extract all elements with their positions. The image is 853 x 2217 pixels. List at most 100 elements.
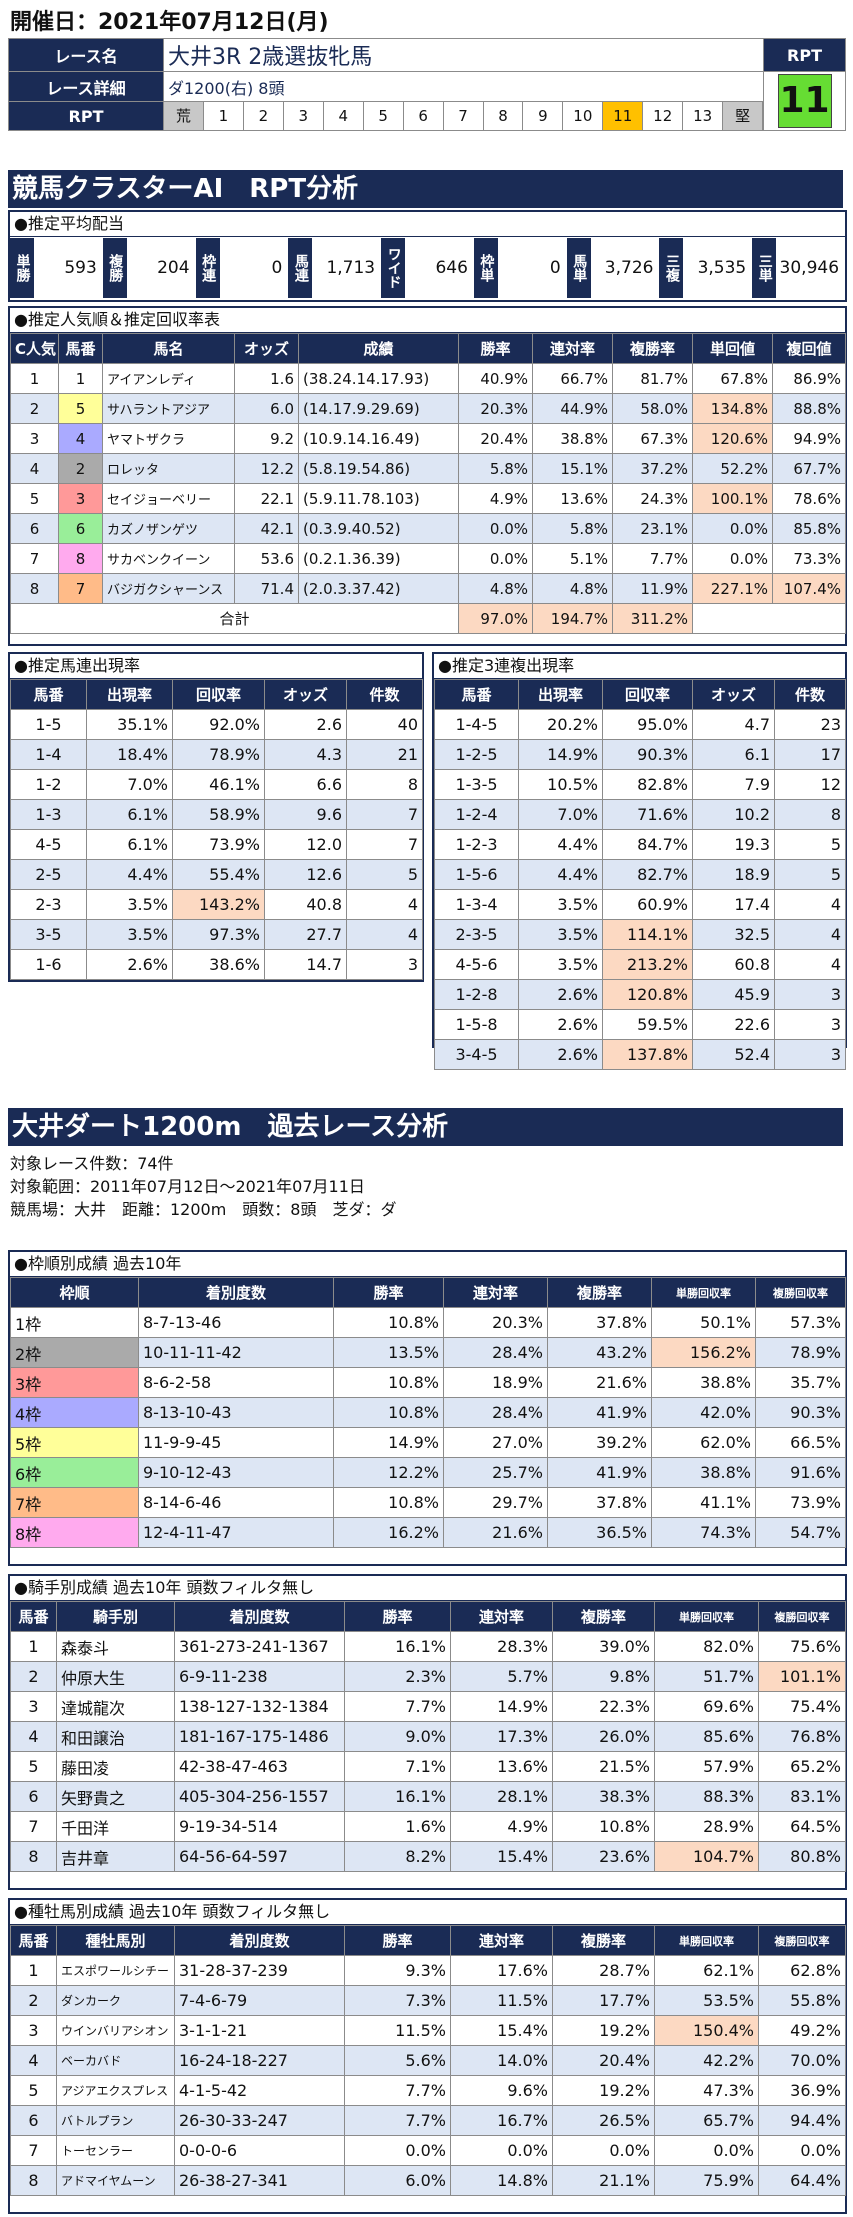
column-header: 連対率 bbox=[443, 1277, 548, 1308]
table-cell: 137.8% bbox=[602, 1039, 693, 1070]
table-cell: 28.3% bbox=[450, 1631, 553, 1662]
table-cell: 1-3 bbox=[10, 799, 87, 830]
table-cell: サカベンクイーン bbox=[102, 543, 235, 574]
table-cell: (2.0.3.37.42) bbox=[298, 573, 459, 604]
column-header: 単勝回収率 bbox=[654, 1601, 759, 1632]
table-cell: 62.0% bbox=[651, 1427, 756, 1458]
payout-value: 593 bbox=[64, 258, 97, 278]
table-cell: 2.6% bbox=[518, 1039, 603, 1070]
table-cell: ヤマトザクラ bbox=[102, 423, 235, 454]
table-cell: 1.6 bbox=[234, 363, 299, 394]
table-cell: 53.6 bbox=[234, 543, 299, 574]
table-cell: 28.7% bbox=[552, 1955, 655, 1986]
table-cell: 7 bbox=[10, 543, 59, 574]
table-cell: アジアエクスプレス bbox=[56, 2075, 175, 2106]
table-cell: 38.3% bbox=[552, 1781, 655, 1812]
table-cell: ロレッタ bbox=[102, 453, 235, 484]
table-cell: 5 bbox=[346, 859, 423, 890]
table-cell: 9-19-34-514 bbox=[174, 1811, 345, 1842]
table-cell: 11.9% bbox=[612, 573, 693, 604]
column-header: オッズ bbox=[692, 679, 775, 710]
table-cell: 19.2% bbox=[552, 2015, 655, 2046]
table-cell: 41.9% bbox=[547, 1397, 652, 1428]
table-cell: 11.5% bbox=[344, 2015, 451, 2046]
table-cell: 9.6 bbox=[264, 799, 347, 830]
table-cell: 1-3-5 bbox=[434, 769, 519, 800]
race-info-table: レース名 大井3R 2歳選抜牝馬 RPT レース詳細 ダ1200(右) 8頭 1… bbox=[8, 38, 846, 131]
table-cell: 97.3% bbox=[172, 919, 265, 950]
table-cell: 20.4% bbox=[552, 2045, 655, 2076]
column-header: 勝率 bbox=[344, 1601, 451, 1632]
table-cell: 5 bbox=[774, 829, 846, 860]
table-row: 1-2-8 2.6% 120.8% 45.9 3 bbox=[434, 979, 846, 1010]
table-cell: 42-38-47-463 bbox=[174, 1751, 345, 1782]
table-row: 6 6 カズノザンゲツ 42.1 (0.3.9.40.52) 0.0% 5.8% 23.1% 0… bbox=[10, 513, 846, 544]
rpt-scale-cell: 6 bbox=[404, 102, 444, 130]
table-cell: 13.6% bbox=[450, 1751, 553, 1782]
payout-value: 3,726 bbox=[604, 258, 654, 278]
table-row: 3枠 8-6-2-58 10.8% 18.9% 21.6% 38.8% 35.7% bbox=[10, 1367, 846, 1398]
table-cell: 8-13-10-43 bbox=[138, 1397, 334, 1428]
table-cell: 120.8% bbox=[602, 979, 693, 1010]
table-cell: 2 bbox=[10, 1985, 57, 2016]
payout-label: 枠単 bbox=[473, 238, 498, 298]
table-cell: 1 bbox=[10, 363, 59, 394]
table-cell: 21.6% bbox=[547, 1367, 652, 1398]
table-row: 1-5-8 2.6% 59.5% 22.6 3 bbox=[434, 1009, 846, 1040]
table-cell: 35.1% bbox=[86, 709, 173, 740]
table-cell: 4-1-5-42 bbox=[174, 2075, 345, 2106]
table-cell: 2.6% bbox=[518, 979, 603, 1010]
table-cell: 0.0% bbox=[758, 2135, 846, 2166]
table-row: 4 2 ロレッタ 12.2 (5.8.19.54.86) 5.8% 15.1% 37.2% 52… bbox=[10, 453, 846, 484]
table-row: 2 仲原大生 6-9-11-238 2.3% 5.7% 9.8% 51.7% 101.1% bbox=[10, 1661, 846, 1692]
table-cell: 26.5% bbox=[552, 2105, 655, 2136]
table-cell: (14.17.9.29.69) bbox=[298, 393, 459, 424]
table-row: 8枠 12-4-11-47 16.2% 21.6% 36.5% 74.3% 54.7% bbox=[10, 1517, 846, 1548]
table-cell: 37.8% bbox=[547, 1307, 652, 1338]
table-cell: 0.0% bbox=[654, 2135, 759, 2166]
table-cell: 405-304-256-1557 bbox=[174, 1781, 345, 1812]
table-cell: 7.0% bbox=[86, 769, 173, 800]
table-cell: 11-9-9-45 bbox=[138, 1427, 334, 1458]
table-cell: 15.4% bbox=[450, 1841, 553, 1872]
table-cell: 92.0% bbox=[172, 709, 265, 740]
table-row: 8 アドマイヤムーン 26-38-27-341 6.0% 14.8% 21.1% 75.9%… bbox=[10, 2165, 846, 2196]
table-cell: 16.1% bbox=[344, 1781, 451, 1812]
rpt-scale-cell: 13 bbox=[683, 102, 724, 130]
table-cell: 2-3-5 bbox=[434, 919, 519, 950]
table-cell: 16.7% bbox=[450, 2105, 553, 2136]
column-header: 件数 bbox=[346, 679, 423, 710]
rpt-scale-cell: 7 bbox=[444, 102, 484, 130]
table-cell: 75.6% bbox=[758, 1631, 846, 1662]
total-value: 194.7% bbox=[532, 603, 613, 634]
table-cell: 3.5% bbox=[86, 919, 173, 950]
column-header: 複勝率 bbox=[612, 333, 693, 364]
table-row: 1-2-4 7.0% 71.6% 10.2 8 bbox=[434, 799, 846, 830]
table-cell: 4 bbox=[58, 423, 103, 454]
table-row: 3-5 3.5% 97.3% 27.7 4 bbox=[10, 919, 423, 950]
table-cell: 3 bbox=[10, 423, 59, 454]
table-cell: 13.5% bbox=[333, 1337, 444, 1368]
payout-title: ●推定平均配当 bbox=[10, 212, 845, 237]
table-row: 1枠 8-7-13-46 10.8% 20.3% 37.8% 50.1% 57.3% bbox=[10, 1307, 846, 1338]
table-cell: 18.9 bbox=[692, 859, 775, 890]
table-cell: 6-9-11-238 bbox=[174, 1661, 345, 1692]
table-row: 1 エスポワールシチー 31-28-37-239 9.3% 17.6% 28.7% 62.1… bbox=[10, 1955, 846, 1986]
payout-label: 馬連 bbox=[288, 238, 313, 298]
table-cell: 37.8% bbox=[547, 1487, 652, 1518]
table-cell: 4.9% bbox=[450, 1811, 553, 1842]
table-cell: 12.2% bbox=[333, 1457, 444, 1488]
table-cell: 37.2% bbox=[612, 453, 693, 484]
table-cell: サハラントアジア bbox=[102, 393, 235, 424]
table-cell: 21 bbox=[346, 739, 423, 770]
table-cell: 104.7% bbox=[654, 1841, 759, 1872]
table-cell: 7 bbox=[10, 1811, 57, 1842]
table-cell: 2.3% bbox=[344, 1661, 451, 1692]
payout-panel: ●推定平均配当 単勝 593 複勝 204 枠連 0 馬連 1,713 ワイド 646 枠単 0 馬単 3… bbox=[8, 210, 847, 302]
table-cell: 82.8% bbox=[602, 769, 693, 800]
table-cell: 94.9% bbox=[772, 423, 846, 454]
past-race-count: 対象レース件数：74件 bbox=[10, 1154, 174, 1173]
table-cell: 1 bbox=[10, 1955, 57, 1986]
table-cell: 54.7% bbox=[755, 1517, 846, 1548]
table-cell: 88.3% bbox=[654, 1781, 759, 1812]
